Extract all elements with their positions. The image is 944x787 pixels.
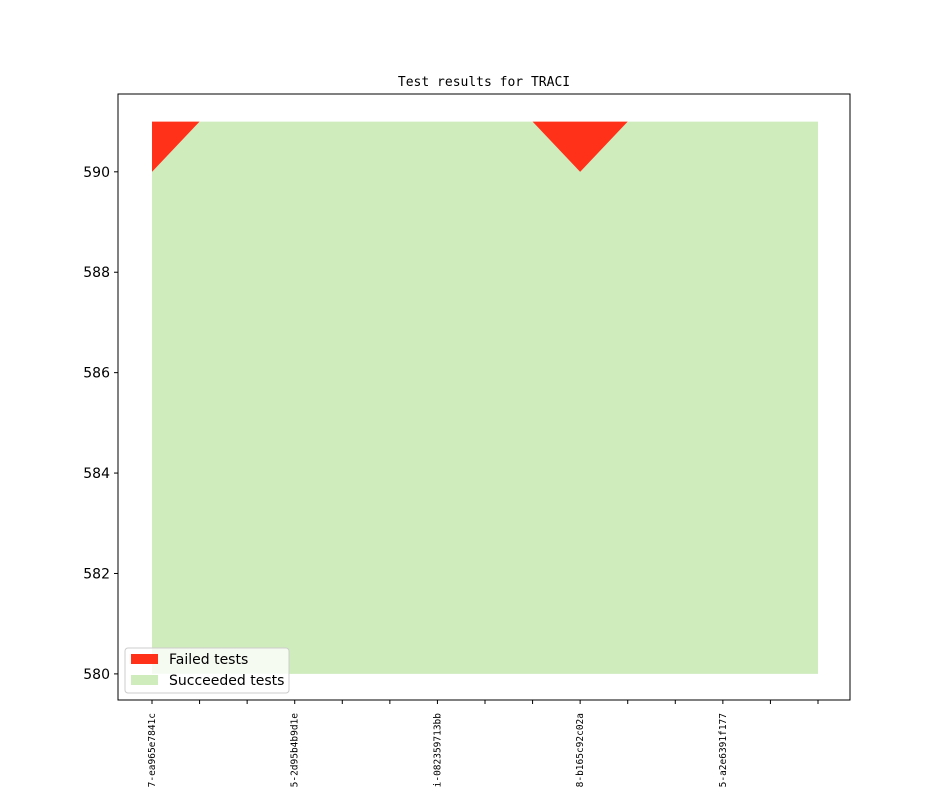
area [152, 121, 818, 674]
x-tick-label: 7-ea965e7841c [147, 713, 158, 787]
y-tick-label: 586 [83, 366, 110, 382]
axes-frame [117, 93, 851, 701]
y-tick-label: 590 [83, 165, 110, 181]
y-tick-label: 588 [83, 265, 110, 281]
y-tick-label: 584 [83, 466, 110, 482]
y-tick-label: 580 [83, 667, 110, 683]
legend-frame [124, 647, 290, 694]
x-tick-label: 8-b165c92c02a [575, 713, 586, 787]
legend-swatch [131, 654, 158, 664]
plot-area [152, 121, 818, 674]
chart-title: Test results for TRACI [398, 75, 570, 90]
legend-label: Failed tests [169, 652, 248, 668]
legend-label: Succeeded tests [169, 673, 284, 689]
legend-swatch [131, 675, 158, 685]
x-tick-label: 5-2d95b4b9d1e [290, 713, 301, 787]
y-tick-label: 582 [83, 566, 110, 582]
legend: Failed tests Succeeded tests [124, 647, 290, 694]
x-tick-label: 5-a2e6391f177 [718, 713, 729, 787]
x-tick-label: i-082359713bb [432, 713, 443, 787]
